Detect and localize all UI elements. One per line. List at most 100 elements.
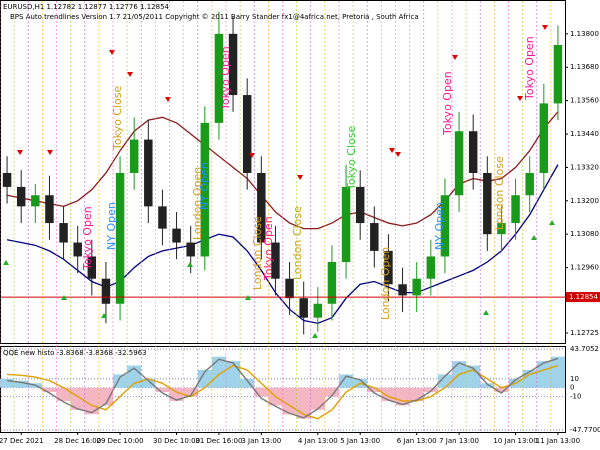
current-price-label: 1.12854 (569, 293, 598, 301)
histogram-bar (296, 387, 311, 419)
session-annotation: Tokyo Open (219, 46, 232, 111)
y-tick-label: -47.7700 (570, 426, 600, 434)
candle-body (285, 278, 294, 299)
candle-body (271, 242, 280, 279)
buy-arrow (3, 260, 9, 265)
histogram-bar (211, 356, 226, 388)
candle-body (186, 242, 195, 257)
sell-arrow (389, 148, 395, 153)
histogram-bar (324, 387, 339, 397)
histogram-bar (0, 378, 15, 388)
histogram-bar (240, 378, 255, 388)
y-tick-label: 0 (570, 384, 574, 392)
x-tick-label: 5 Jan 13:00 (340, 437, 380, 445)
session-annotation: NY Open (105, 202, 118, 250)
x-tick-label: 6 Jan 13:00 (397, 437, 437, 445)
buy-arrow (101, 313, 107, 318)
histogram-bar (550, 356, 565, 388)
candle-body (440, 195, 450, 257)
main-panel-frame (0, 0, 566, 344)
candle-body (412, 278, 421, 296)
candle-body (214, 33, 224, 123)
session-annotation: Tokyo Close (345, 126, 358, 191)
candle-body (129, 139, 139, 173)
y-tick-label: 1.13800 (570, 30, 599, 38)
y-tick-label: 1.12960 (570, 264, 599, 272)
session-annotation: Tokyo Open (262, 216, 275, 281)
candle-body (426, 256, 436, 279)
sell-arrow (297, 175, 303, 180)
buy-arrow (531, 235, 537, 240)
session-annotation: London Close (493, 156, 506, 230)
candle-body (497, 223, 506, 235)
session-annotation: Tokyo Open (441, 71, 454, 136)
sell-arrow (47, 150, 53, 155)
candle-body (172, 228, 181, 243)
histogram-bar (84, 387, 99, 415)
x-tick-label: 7 Jan 13:00 (439, 437, 479, 445)
y-tick-label: 1.13320 (570, 163, 599, 171)
candle-body (355, 186, 365, 224)
candle-body (313, 303, 323, 318)
candle-body (115, 172, 125, 304)
candle-body (483, 172, 492, 235)
session-annotation: Tokyo Open (81, 206, 94, 271)
candle-body (16, 186, 26, 207)
candle-body (200, 122, 210, 257)
histogram-bar (381, 387, 396, 401)
x-tick-label: 4 Jan 13:00 (298, 437, 338, 445)
symbol-header: EURUSD,H1 1.12782 1.12877 1.12776 1.1285… (3, 3, 170, 11)
sell-arrow (17, 150, 23, 155)
candle-body (257, 172, 266, 243)
histogram-bar (197, 369, 212, 388)
histogram-bar (310, 387, 325, 410)
candle-body (370, 223, 379, 251)
candle-body (398, 284, 407, 296)
session-annotation: London Open (379, 247, 392, 320)
histogram-bar (480, 383, 495, 388)
buy-arrow (549, 220, 555, 225)
sell-arrow (127, 72, 133, 77)
y-tick-label: -10 (570, 393, 581, 401)
indicator-panel-frame (0, 346, 566, 433)
candle-body (45, 195, 54, 224)
histogram-bar (14, 380, 29, 388)
candle-body (87, 256, 97, 279)
buy-arrow (312, 333, 318, 338)
session-annotation: London Open (191, 167, 204, 240)
histogram-bar (536, 361, 551, 388)
candle-body (511, 195, 520, 224)
candle-body (144, 139, 153, 207)
histogram-bar (155, 387, 170, 393)
candle-body (59, 223, 68, 243)
y-tick-label: 43.7052 (570, 345, 599, 353)
y-tick-label: 1.13680 (570, 63, 599, 71)
sell-arrow (395, 152, 401, 157)
indicator-header: BPS Auto trendlines Version 1.7 21/05/20… (10, 13, 419, 21)
candle-body (539, 103, 549, 173)
histogram-bar (254, 387, 269, 397)
x-tick-label: 27 Dec 2021 (0, 437, 44, 445)
session-annotation: London Close (291, 206, 304, 280)
y-tick-label: 1.13080 (570, 230, 599, 238)
sell-arrow (109, 50, 115, 55)
y-tick-label: 10 (570, 375, 579, 383)
buy-arrow (245, 295, 251, 300)
buy-arrow (187, 262, 193, 267)
candle-body (341, 186, 351, 263)
x-tick-label: 3 Jan 13:00 (241, 437, 281, 445)
buy-arrow (61, 295, 67, 300)
histogram-bar (70, 387, 85, 410)
sell-arrow (542, 25, 548, 30)
y-tick-label: 1.12725 (570, 329, 599, 337)
candle-body (158, 206, 167, 229)
x-tick-label: 10 Jan 13:00 (493, 437, 537, 445)
x-tick-label: 29 Dec 10:00 (97, 437, 144, 445)
candle-body (384, 250, 393, 285)
candle-body (525, 172, 534, 196)
candle-body (468, 131, 478, 173)
current-price-box (566, 292, 600, 303)
x-tick-label: 28 Dec 16:00 (54, 437, 101, 445)
candle-body (242, 95, 252, 173)
